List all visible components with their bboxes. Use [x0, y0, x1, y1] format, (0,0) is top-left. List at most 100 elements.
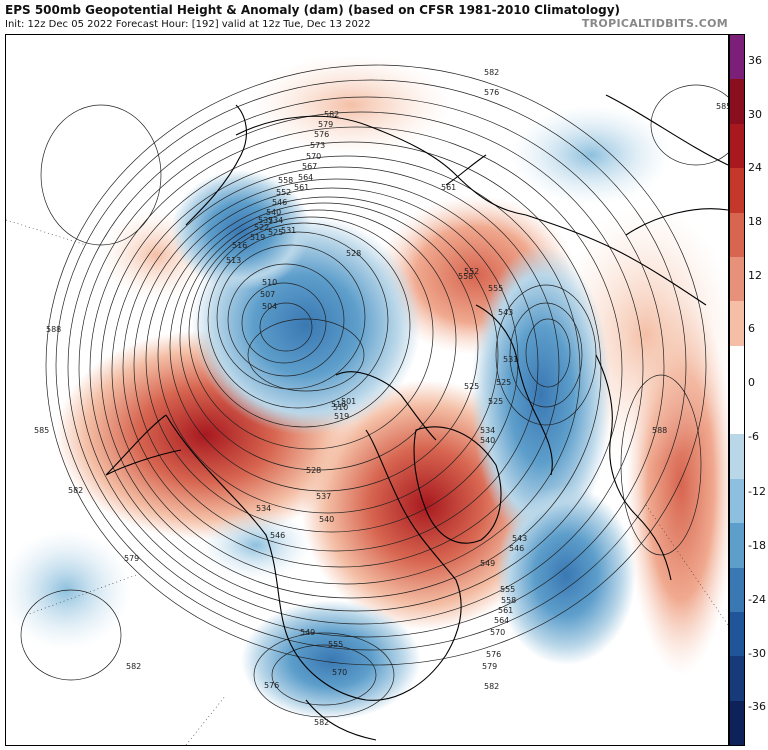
canada-archipelago — [335, 371, 437, 441]
contour-label: 540 — [266, 208, 281, 217]
colorbar-tick-label: 18 — [748, 215, 762, 228]
cold-anomaly-east-asia — [511, 105, 671, 205]
colorbar-tick-label: 0 — [748, 376, 755, 389]
contour-label: 582 — [484, 682, 499, 691]
contour-label: 549 — [480, 559, 495, 568]
contour-label: 549 — [300, 628, 315, 637]
contour-label: 582 — [126, 662, 141, 671]
contour-label: 555 — [488, 284, 503, 293]
contour-label: 552 — [464, 267, 479, 276]
map-panel: 582 579 576 573 570 567 564 561 558 552 … — [5, 34, 729, 746]
contour-label: 531 — [281, 226, 296, 235]
europe-coast — [595, 354, 672, 581]
colorbar-segment — [730, 256, 744, 303]
contour-label: 576 — [264, 681, 279, 690]
contour-label: 558 — [278, 176, 293, 185]
alaska-coast — [105, 414, 182, 476]
colorbar-segment — [730, 656, 744, 702]
colorbar-tick-label: 30 — [748, 108, 762, 121]
colorbar-segment — [730, 567, 744, 613]
scandinavia-coast — [475, 304, 553, 476]
colorbar-segment — [730, 390, 744, 436]
colorbar-segment — [730, 523, 744, 569]
contour-label: 582 — [68, 486, 83, 495]
contour-label: 537 — [316, 492, 331, 501]
japan-coast — [445, 154, 487, 186]
contour-label: 519 — [334, 412, 349, 421]
colorbar-segment — [730, 478, 744, 525]
contour-label: 510 — [333, 403, 348, 412]
contour-label: 570 — [306, 152, 321, 161]
contour-label: 543 — [512, 534, 527, 543]
contour-labels: 582 579 576 573 570 567 564 561 558 552 … — [34, 68, 728, 727]
contour-label: 588 — [46, 325, 61, 334]
colorbar-segment — [730, 700, 744, 745]
contour-label: 531 — [503, 355, 518, 364]
colorbar-tick-label: -30 — [748, 647, 766, 660]
contour-label: 576 — [314, 130, 329, 139]
graticule — [6, 219, 728, 745]
contour-label: 534 — [268, 216, 283, 225]
coastlines — [105, 94, 728, 741]
contour-label: 501 — [341, 397, 356, 406]
colorbar-tick-label: 12 — [748, 269, 762, 282]
map-title: EPS 500mb Geopotential Height & Anomaly … — [5, 3, 621, 17]
contour-label: 585 — [34, 426, 49, 435]
contour-label: 534 — [480, 426, 495, 435]
contour-label: 561 — [294, 183, 309, 192]
contour-label: 561 — [498, 606, 513, 615]
contour-label: 510 — [262, 278, 277, 287]
siberia-coast — [235, 115, 527, 216]
contour-label: 579 — [482, 662, 497, 671]
colorbar-segment — [730, 123, 744, 170]
contour-label: 525 — [268, 228, 283, 237]
contour-label: 540 — [480, 436, 495, 445]
russia-borders — [605, 94, 728, 236]
hemispheric-map: 582 579 576 573 570 567 564 561 558 552 … — [6, 55, 728, 745]
colorbar-tick-label: -18 — [748, 539, 766, 552]
asia-border — [525, 214, 707, 306]
contour-label: 588 — [652, 426, 667, 435]
contour-label: 564 — [494, 616, 509, 625]
contour-label: 576 — [484, 88, 499, 97]
contour-label: 528 — [306, 466, 321, 475]
contour-label: 582 — [324, 110, 339, 119]
colorbar-tick-label: -36 — [748, 700, 766, 713]
contour-label: 555 — [500, 585, 515, 594]
contour-label: 525 — [488, 397, 503, 406]
colorbar-segment — [730, 79, 744, 125]
contour-label: 516 — [331, 400, 346, 409]
colorbar-tick-label: -12 — [748, 485, 766, 498]
contour-label: 585 — [716, 102, 728, 111]
colorbar-tick-label: 36 — [748, 54, 762, 67]
contour-label: 546 — [509, 544, 524, 553]
north-america-coast — [165, 414, 462, 701]
contour-label: 567 — [302, 162, 317, 171]
contour-label: 516 — [232, 241, 247, 250]
contour-label: 564 — [298, 173, 313, 182]
cold-anomaly-usa — [241, 600, 421, 720]
greenland-coast — [413, 426, 502, 544]
map-subtitle: Init: 12z Dec 05 2022 Forecast Hour: [19… — [5, 19, 371, 30]
colorbar-segment — [730, 35, 744, 81]
source-credit: TROPICALTIDBITS.COM — [581, 17, 728, 30]
colorbar-segment — [730, 611, 744, 658]
colorbar-tick-label: -6 — [748, 430, 759, 443]
contour-label: 552 — [276, 188, 291, 197]
contour-label: 555 — [328, 640, 343, 649]
cold-anomaly-atlantic — [496, 485, 636, 665]
anomaly-shading — [6, 55, 728, 720]
colorbar — [729, 34, 745, 746]
contour-label: 525 — [464, 382, 479, 391]
chukotka-coast — [185, 104, 247, 226]
colorbar-segment — [730, 434, 744, 480]
contour-label: 537 — [258, 216, 273, 225]
contour-label: 546 — [272, 198, 287, 207]
colorbar-segment — [730, 212, 744, 258]
colorbar-tick-label: 6 — [748, 322, 755, 335]
contour-label: 543 — [498, 308, 513, 317]
contour-label: 540 — [319, 515, 334, 524]
colorbar-tick-label: -24 — [748, 593, 766, 606]
contour-label: 534 — [256, 504, 271, 513]
warm-anomaly-siberia — [251, 55, 451, 155]
